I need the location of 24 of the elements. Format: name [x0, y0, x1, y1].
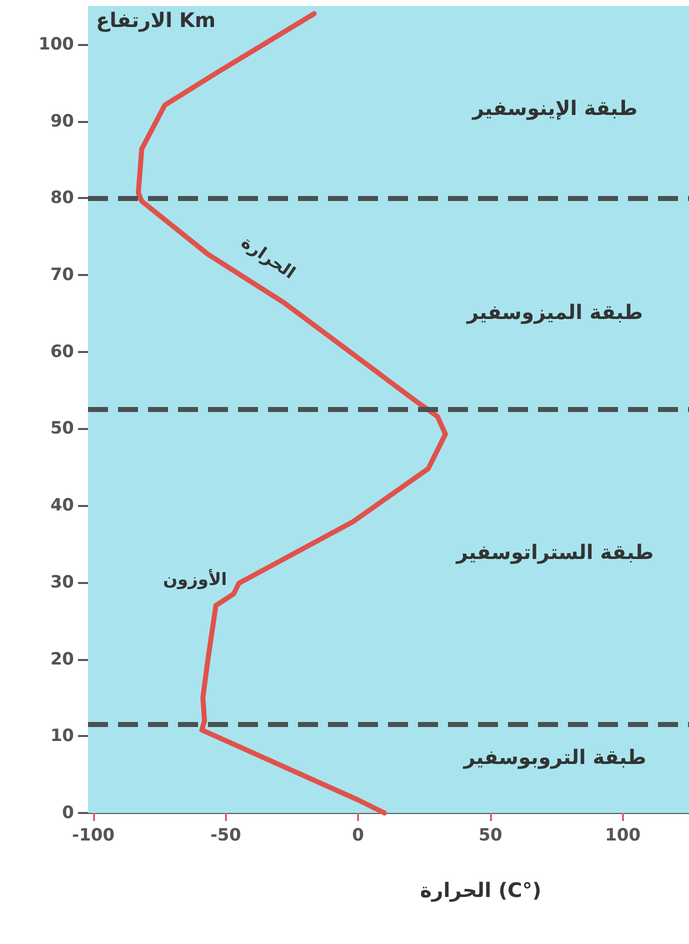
y-tick-label: 50	[50, 418, 74, 439]
x-tick-label: -100	[72, 826, 115, 846]
y-tick-label: 60	[50, 342, 74, 362]
y-tick-label: 10	[50, 726, 74, 746]
y-tick-label: 0	[62, 803, 74, 823]
x-tick-label: 100	[605, 826, 641, 846]
x-tick-label: 0	[352, 826, 364, 846]
y-tick-label: 20	[50, 649, 74, 670]
annotation: الحرارة	[237, 232, 299, 284]
x-tick-label: 50	[478, 826, 502, 846]
x-axis-title: الحرارة (C°)	[420, 878, 542, 902]
annotation: طبقة الإينوسفير	[471, 96, 638, 120]
annotation: طبقة التروبوسفير	[462, 745, 646, 769]
x-tick-label: -50	[210, 826, 242, 846]
y-tick-label: 40	[50, 496, 74, 516]
y-tick-label: 70	[50, 265, 74, 285]
y-tick-label: 90	[50, 111, 74, 132]
y-tick-label: 30	[50, 572, 74, 592]
annotation: طبقة الستراتوسفير	[455, 540, 654, 564]
y-tick-label: 80	[50, 188, 74, 208]
annotation: طبقة الميزوسفير	[466, 300, 643, 324]
y-axis-title: الارتفاع Km	[96, 8, 216, 32]
y-tick-label: 100	[38, 34, 74, 54]
annotation: الأوزون	[163, 568, 227, 590]
